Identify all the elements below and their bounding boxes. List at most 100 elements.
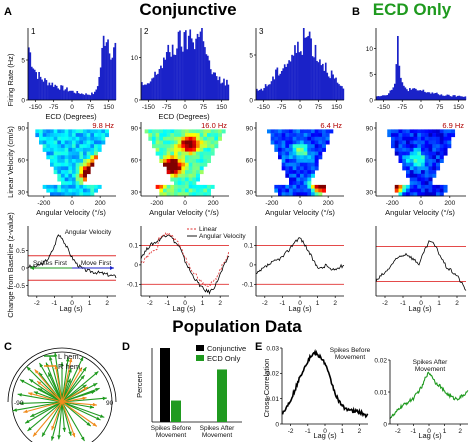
histogram-bar — [42, 81, 45, 100]
histogram-bar — [440, 94, 443, 100]
heatmap-cell — [181, 166, 186, 171]
heatmap-cell — [303, 173, 308, 178]
heatmap-cell — [214, 140, 219, 145]
heatmap-cell — [39, 129, 43, 134]
r-hem-vector — [61, 397, 87, 403]
heatmap-cell — [152, 129, 156, 134]
heatmap-cell — [424, 136, 429, 141]
heatmap-cell — [296, 181, 301, 186]
heatmap-cell — [79, 129, 84, 134]
bar-ecd-only — [217, 369, 227, 422]
r-hem-vector-head — [51, 425, 55, 431]
heatmap-cell — [311, 151, 315, 156]
heatmap-cell — [421, 188, 426, 193]
heatmap-cell — [188, 184, 193, 189]
heatmap-cell — [402, 192, 407, 197]
heatmap-cell — [196, 173, 200, 178]
heatmap-cell — [292, 136, 297, 141]
heatmap-cell — [170, 159, 175, 163]
heatmap-cell — [439, 147, 444, 152]
heatmap-cell — [177, 166, 182, 171]
heatmap-cell — [192, 133, 197, 138]
histogram-bar — [158, 68, 161, 100]
heatmap-cell — [188, 133, 193, 138]
heatmap-cell — [83, 188, 87, 193]
heatmap-cell — [185, 192, 189, 197]
histogram-bar — [168, 52, 171, 100]
heatmap-cell — [79, 140, 84, 145]
heatmap-cell — [79, 162, 84, 167]
l-hem-vector — [58, 401, 63, 440]
panel-label-a: A — [4, 6, 12, 18]
histogram-bar — [394, 83, 396, 100]
panel-label-e: E — [255, 341, 262, 353]
heatmap-cell — [192, 151, 197, 156]
heatmap-cell — [447, 136, 452, 141]
heatmap-cell — [210, 140, 215, 145]
heatmap-cell — [402, 136, 407, 141]
histogram-bar — [196, 33, 199, 100]
l-hem-vector — [61, 378, 72, 403]
heatmap-cell — [281, 159, 286, 163]
heatmap-cell — [303, 188, 308, 193]
heatmap-cell — [50, 184, 54, 189]
l-hem-vector-head — [33, 391, 39, 395]
chart-title: Spikes Before — [330, 347, 371, 354]
heatmap-cell — [285, 192, 290, 197]
histogram-bar — [142, 85, 145, 100]
heatmap-cell — [163, 133, 167, 138]
heatmap-cell — [307, 184, 312, 189]
heatmap-cell — [181, 136, 186, 141]
heatmap-cell — [46, 155, 51, 160]
heatmap-cell — [300, 151, 304, 156]
heatmap-cell — [413, 170, 418, 175]
heatmap-cell — [68, 147, 73, 152]
l-hem-vector-head — [67, 378, 71, 383]
xcorr-xlabel-2: Lag (s) — [418, 431, 442, 440]
heatmap-cell — [163, 162, 167, 167]
heatmap-cell — [174, 192, 178, 197]
heatmap-cell — [185, 177, 189, 182]
heatmap-cell — [281, 147, 286, 152]
histogram-bar — [427, 92, 429, 100]
heatmap-cell — [322, 147, 326, 152]
heatmap-cell — [163, 136, 167, 141]
heatmap-cell — [68, 181, 73, 186]
heatmap-cell — [86, 147, 91, 152]
heatmap-cell — [421, 155, 426, 160]
heatmap-cell — [203, 188, 208, 193]
heatmap-cell — [413, 147, 418, 152]
heatmap-cell — [424, 188, 429, 193]
heatmap-cell — [101, 140, 106, 145]
heatmap-cell — [428, 166, 433, 171]
l-hem-vector-head — [42, 432, 46, 437]
heatmap-cell — [72, 162, 76, 167]
heatmap-cell — [181, 181, 186, 186]
heatmap-cell — [83, 136, 87, 141]
histogram-bar — [286, 63, 289, 100]
heatmap-cell — [428, 177, 433, 182]
histogram-bar — [418, 90, 420, 100]
histogram-bar — [74, 93, 77, 100]
heatmap-cell — [296, 166, 301, 171]
histogram-bar — [295, 52, 298, 100]
heatmap-cell — [72, 184, 76, 189]
heatmap-cell — [166, 147, 171, 152]
heatmap-cell — [46, 129, 51, 134]
heatmap-cell — [214, 136, 219, 141]
heatmap-cell — [174, 136, 178, 141]
heatmap-cell — [181, 147, 186, 152]
heatmap-cell — [61, 151, 65, 156]
histogram-bar — [288, 60, 290, 100]
heatmap-cell — [439, 184, 444, 189]
histogram-bar — [111, 57, 114, 100]
l-hem-vector-head — [27, 426, 32, 431]
heatmap-cell — [53, 151, 58, 156]
heatmap-cell — [443, 136, 448, 141]
histogram-bar — [302, 28, 305, 100]
heatmap-cell — [79, 159, 84, 163]
x-tick-label: 150 — [331, 104, 342, 111]
heatmap-cell — [75, 140, 80, 145]
histogram-bar — [439, 95, 441, 100]
heatmap-cell — [439, 133, 444, 138]
